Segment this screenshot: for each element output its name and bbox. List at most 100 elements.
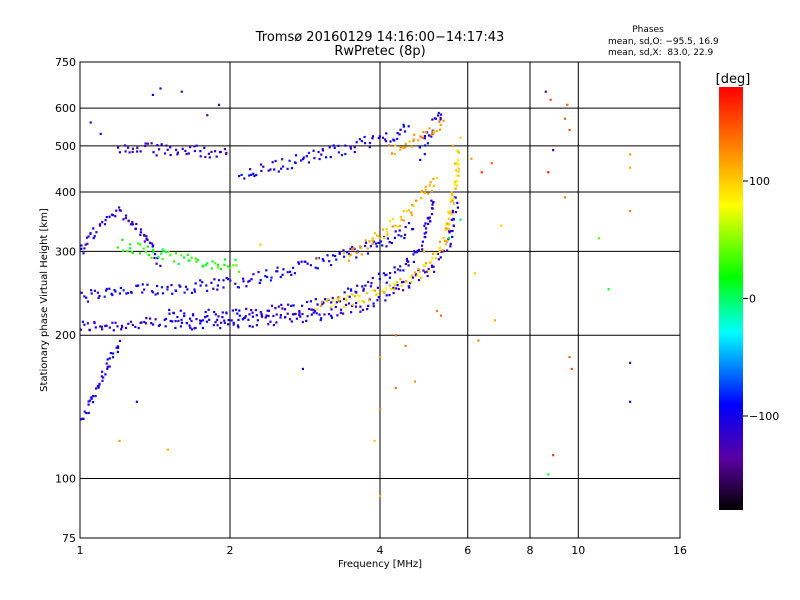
x-tick-label: 10 — [571, 544, 585, 557]
data-point — [404, 344, 407, 347]
data-point — [424, 188, 427, 191]
data-point — [230, 319, 233, 322]
data-point — [412, 253, 415, 256]
data-point — [92, 395, 95, 398]
data-point — [96, 291, 99, 294]
data-point — [83, 247, 86, 250]
data-point — [381, 136, 385, 139]
data-point — [291, 313, 295, 316]
data-point — [134, 325, 137, 328]
data-point — [412, 139, 415, 142]
data-point — [383, 291, 386, 294]
data-point — [421, 189, 424, 193]
data-point — [247, 318, 250, 321]
plot-frame — [79, 61, 681, 539]
data-point — [428, 216, 431, 219]
data-point — [392, 286, 395, 289]
data-point — [183, 312, 186, 315]
data-point — [136, 150, 139, 153]
data-point — [459, 136, 462, 139]
colorbar-ticks: −100 0 100 — [743, 175, 779, 423]
data-point — [368, 240, 371, 243]
data-point — [385, 281, 388, 284]
data-point — [98, 383, 101, 386]
data-point — [338, 251, 341, 254]
data-point — [228, 266, 231, 269]
data-point — [335, 301, 338, 304]
data-point — [157, 324, 160, 327]
data-point — [457, 150, 460, 153]
data-point — [452, 217, 455, 220]
data-point — [238, 309, 241, 312]
data-point — [447, 210, 450, 214]
data-point — [158, 148, 161, 151]
data-point — [440, 113, 443, 116]
data-point — [404, 225, 407, 229]
data-point — [401, 281, 404, 284]
data-point — [330, 308, 333, 311]
data-point — [282, 268, 285, 271]
data-point — [396, 225, 399, 228]
x-tick-label: 1 — [77, 544, 84, 557]
data-point — [431, 265, 434, 268]
data-point — [419, 158, 422, 161]
data-point — [344, 303, 348, 306]
data-point — [348, 295, 351, 298]
data-point — [544, 90, 547, 93]
data-point — [420, 191, 423, 194]
data-point — [397, 234, 400, 237]
data-point — [297, 261, 300, 264]
data-point — [131, 150, 134, 154]
data-point — [210, 281, 213, 284]
data-point — [438, 120, 441, 123]
data-point — [451, 144, 454, 147]
data-point — [174, 326, 177, 329]
data-point — [199, 150, 202, 153]
data-point — [307, 151, 310, 154]
data-point — [407, 222, 411, 225]
data-point — [283, 308, 287, 311]
data-point — [404, 262, 407, 266]
data-point — [451, 229, 454, 233]
data-point — [90, 292, 93, 295]
data-point — [103, 223, 107, 226]
data-point — [187, 259, 190, 262]
data-point — [412, 204, 415, 208]
data-point — [101, 328, 104, 331]
data-point — [306, 315, 309, 318]
data-point — [424, 144, 427, 147]
data-point — [281, 273, 284, 276]
data-point — [348, 254, 351, 258]
data-point — [453, 202, 456, 205]
data-point — [124, 144, 127, 147]
data-point — [215, 155, 218, 158]
data-point — [250, 278, 253, 281]
data-point — [420, 197, 423, 200]
data-point — [371, 135, 375, 138]
data-point — [117, 346, 120, 349]
data-point — [421, 240, 424, 243]
data-point — [276, 270, 279, 273]
data-point — [91, 401, 95, 404]
data-point — [429, 220, 432, 223]
data-point — [106, 367, 109, 370]
y-axis-label: Stationary phase Virtual Height [km] — [39, 208, 50, 392]
data-point — [127, 322, 130, 325]
data-point — [362, 289, 365, 292]
data-point — [342, 249, 345, 252]
data-point — [305, 155, 308, 158]
data-point — [221, 311, 224, 314]
y-tick-label: 750 — [55, 56, 76, 69]
data-point — [156, 284, 159, 288]
data-point — [349, 147, 352, 150]
data-point — [456, 179, 459, 182]
data-point — [260, 314, 263, 317]
data-point — [272, 314, 275, 318]
data-point — [437, 114, 440, 117]
data-point — [390, 241, 393, 245]
data-point — [422, 250, 426, 253]
data-point — [212, 287, 215, 290]
data-point — [389, 140, 392, 143]
data-point — [236, 324, 240, 327]
